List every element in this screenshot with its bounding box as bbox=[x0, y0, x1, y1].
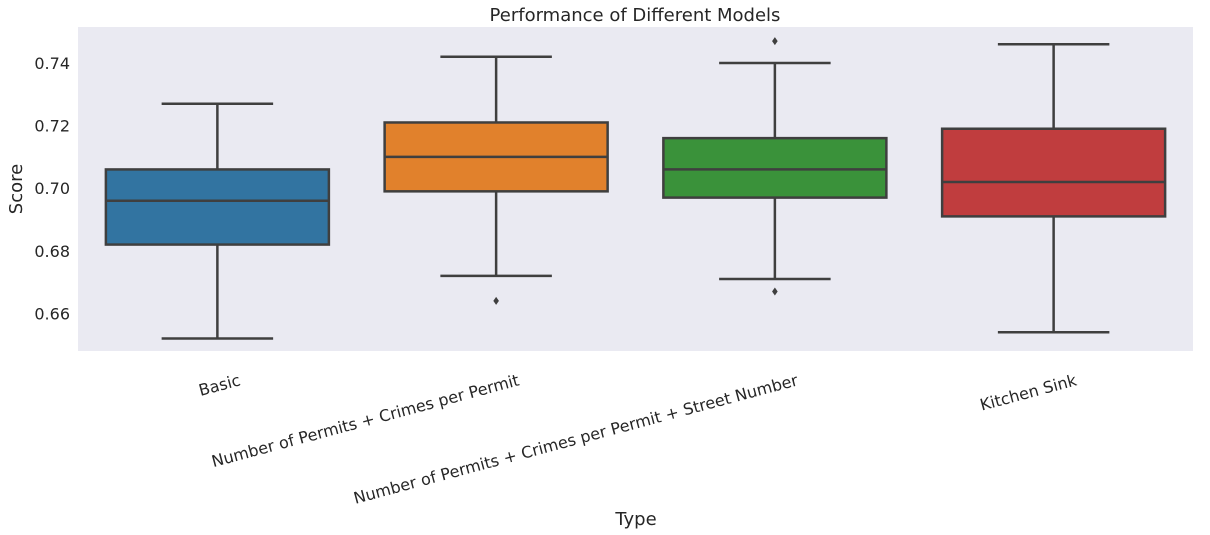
box-1 bbox=[104, 102, 331, 340]
y-tick-label: 0.66 bbox=[34, 304, 70, 323]
y-tick-label: 0.70 bbox=[34, 179, 70, 198]
box-2 bbox=[383, 55, 609, 305]
y-tick-label: 0.72 bbox=[34, 117, 70, 136]
x-tick-label: Number of Permits + Crimes per Permit + … bbox=[352, 370, 801, 507]
y-axis-title: Score bbox=[6, 164, 27, 214]
y-tick-label: 0.68 bbox=[34, 242, 70, 261]
x-axis-title: Type bbox=[614, 509, 656, 530]
chart-title: Performance of Different Models bbox=[490, 5, 781, 26]
box-rect bbox=[662, 136, 888, 199]
box-4 bbox=[940, 42, 1167, 334]
box-rect bbox=[940, 127, 1167, 218]
y-tick-label: 0.74 bbox=[34, 54, 70, 73]
outlier-point bbox=[493, 296, 499, 305]
outlier-point bbox=[772, 37, 778, 46]
box-rect bbox=[104, 168, 331, 246]
y-axis-ticks: 0.66 0.68 0.70 0.72 0.74 bbox=[34, 54, 70, 323]
box-group bbox=[104, 37, 1167, 340]
outlier-point bbox=[772, 287, 778, 296]
x-tick-label: Basic bbox=[197, 371, 243, 400]
x-axis-ticks: Basic Number of Permits + Crimes per Perm… bbox=[197, 370, 1080, 507]
x-tick-label: Kitchen Sink bbox=[978, 370, 1079, 414]
box-3 bbox=[662, 37, 888, 296]
